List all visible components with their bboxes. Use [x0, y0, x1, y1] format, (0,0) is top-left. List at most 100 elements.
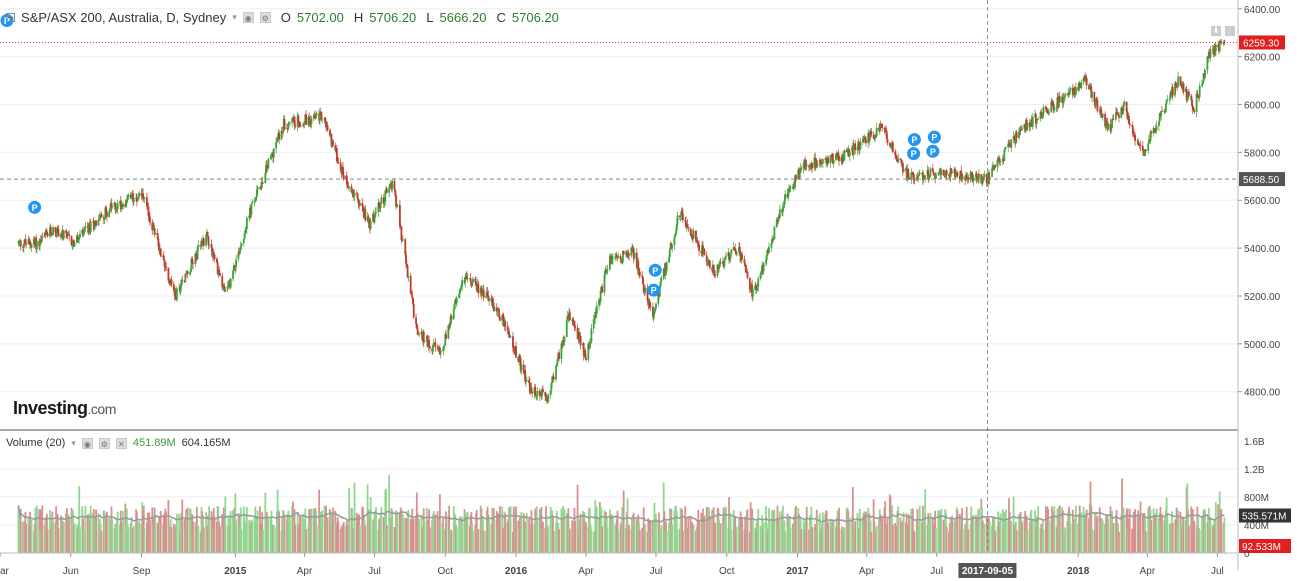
candle-body [1112, 119, 1115, 121]
candle-body [535, 395, 537, 397]
candle-body [342, 166, 344, 176]
volume-bar [781, 505, 784, 553]
candle-body [148, 215, 151, 218]
price-tick-label: 6400.00 [1244, 5, 1281, 16]
candle-body [552, 376, 555, 380]
dropdown-caret-icon[interactable]: ▾ [232, 12, 237, 22]
candle-body [84, 226, 87, 229]
candle-body [592, 319, 595, 329]
candle-body [910, 173, 913, 180]
candle-body [393, 180, 396, 191]
candle-body [191, 258, 194, 264]
candle-body [1115, 112, 1118, 114]
more-icon[interactable]: ⋮ [1225, 26, 1235, 36]
candle-body [196, 246, 199, 259]
volume-bar [52, 519, 54, 553]
candle-body [1131, 126, 1134, 134]
candle-body [1021, 128, 1023, 130]
volume-label[interactable]: Volume (20) [6, 437, 66, 449]
close-icon[interactable]: ✕ [115, 437, 127, 449]
volume-value: 451.89M [132, 437, 176, 449]
candle-body [312, 115, 315, 119]
candle-body [915, 176, 918, 181]
volume-bar [945, 526, 948, 553]
candle-body [272, 148, 275, 158]
candle-body [1088, 85, 1091, 90]
volume-bar [1193, 520, 1196, 553]
volume-bar [1171, 523, 1174, 553]
candle-body [748, 277, 751, 290]
volume-bar [224, 496, 227, 553]
move-down-icon[interactable]: ⬇ [1211, 26, 1221, 36]
candle-body [881, 123, 883, 128]
volume-bar [493, 519, 496, 553]
candle-body [659, 281, 662, 287]
volume-bar [520, 511, 523, 553]
candle-body [536, 390, 539, 396]
symbol-title[interactable]: S&P/ASX 200, Australia, D, Sydney [21, 10, 227, 25]
volume-bar [25, 523, 28, 553]
crosshair-date-label: 2017-09-05 [962, 566, 1014, 577]
candle-body [1101, 114, 1104, 118]
candle-body [498, 317, 501, 321]
settings-icon[interactable]: ⚙ [259, 12, 271, 23]
candle-body [195, 253, 198, 259]
candle-body [638, 271, 641, 276]
collapse-box-icon[interactable] [6, 13, 15, 22]
candle-body [534, 387, 537, 397]
candle-body [969, 172, 972, 181]
candle-body [988, 176, 991, 180]
candle-body [165, 266, 168, 268]
candle-body [348, 186, 351, 188]
candle-body [991, 168, 993, 177]
settings-icon[interactable]: ⚙ [98, 437, 110, 449]
candle-body [329, 130, 331, 136]
dropdown-caret-icon[interactable]: ▾ [71, 437, 76, 448]
candle-body [1040, 112, 1043, 114]
candle-body [1037, 118, 1040, 120]
candle-body [70, 236, 73, 246]
visibility-icon[interactable]: ◉ [242, 12, 254, 23]
volume-bar [385, 525, 388, 553]
candle-body [1074, 94, 1077, 95]
volume-bar [827, 522, 830, 553]
x-tick-label: 2015 [224, 566, 247, 577]
volume-bar [687, 516, 690, 553]
candle-body [458, 293, 461, 298]
volume-last-box [1239, 539, 1291, 553]
candle-body [194, 253, 197, 265]
candle-body [179, 285, 182, 292]
volume-bar [671, 524, 674, 553]
candle-body [555, 366, 557, 380]
candle-body [508, 337, 511, 338]
candle-body [1147, 143, 1150, 151]
candle-body [927, 170, 930, 179]
candle-body [332, 140, 334, 146]
candle-body [444, 334, 447, 346]
candle-body [768, 247, 770, 253]
candle-body [1053, 106, 1056, 111]
candle-body [611, 258, 614, 264]
candle-body [105, 212, 108, 217]
candle-body [406, 265, 409, 278]
x-tick-label: Jul [930, 566, 943, 577]
volume-bar [531, 519, 534, 553]
candle-body [1154, 128, 1156, 134]
volume-bar [278, 511, 281, 553]
candle-body [335, 148, 338, 162]
volume-bar [402, 514, 404, 553]
visibility-icon[interactable]: ◉ [81, 437, 93, 449]
candle-body [594, 312, 597, 319]
candle-body [46, 233, 49, 237]
candle-body [283, 118, 286, 130]
candle-body [102, 217, 105, 220]
candle-body [167, 267, 170, 281]
volume-bar [262, 529, 264, 553]
candle-body [345, 175, 348, 185]
candle-body [547, 394, 550, 402]
candle-body [541, 389, 544, 396]
volume-bar [778, 511, 781, 553]
candle-body [588, 343, 591, 349]
candle-body [885, 130, 888, 140]
